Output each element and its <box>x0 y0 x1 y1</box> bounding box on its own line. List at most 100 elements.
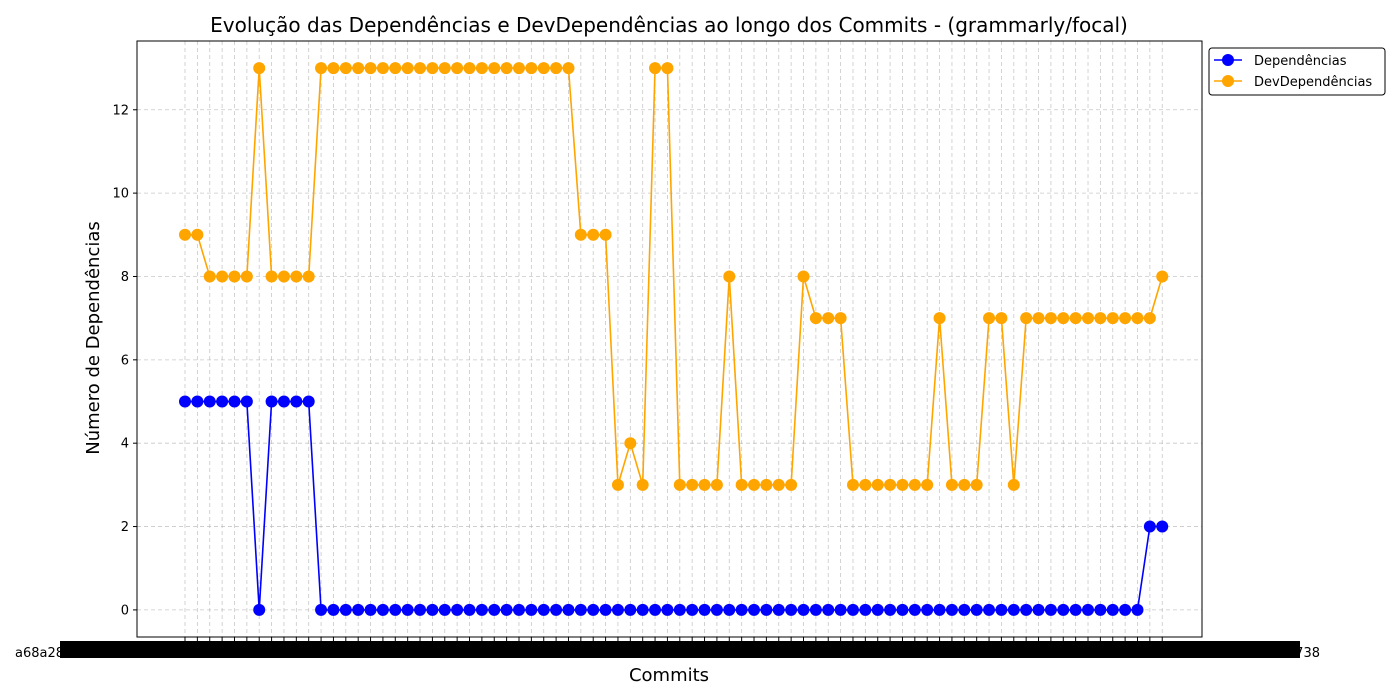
data-point <box>661 62 674 75</box>
data-point <box>945 603 958 616</box>
y-tick-label: 2 <box>121 520 129 535</box>
data-point <box>908 603 921 616</box>
data-point <box>277 270 290 283</box>
data-point <box>562 62 575 75</box>
data-point <box>698 478 711 491</box>
y-tick-label: 0 <box>121 603 129 618</box>
data-point <box>760 603 773 616</box>
data-point <box>735 603 748 616</box>
legend-label-devdependencias: DevDependências <box>1254 75 1372 90</box>
data-point <box>537 603 550 616</box>
data-point <box>908 478 921 491</box>
legend-box <box>1208 47 1386 96</box>
grid-lines <box>137 41 1202 637</box>
y-tick-label: 12 <box>112 103 129 118</box>
data-point <box>710 478 723 491</box>
data-point <box>228 395 241 408</box>
data-point <box>253 603 266 616</box>
data-point <box>698 603 711 616</box>
data-point <box>376 62 389 75</box>
data-point <box>1131 312 1144 325</box>
data-point <box>253 62 266 75</box>
data-point <box>871 603 884 616</box>
data-point <box>611 478 624 491</box>
data-point <box>636 478 649 491</box>
data-point <box>772 603 785 616</box>
data-point <box>525 603 538 616</box>
data-point <box>871 478 884 491</box>
data-point <box>1119 312 1132 325</box>
data-point <box>488 603 501 616</box>
data-point <box>451 603 464 616</box>
data-point <box>599 228 612 241</box>
data-point <box>327 62 340 75</box>
data-point <box>649 603 662 616</box>
data-point <box>748 478 761 491</box>
plot-frame <box>136 40 1203 638</box>
data-point <box>339 603 352 616</box>
legend-label-dependencias: Dependências <box>1254 54 1347 69</box>
data-point <box>970 478 983 491</box>
data-point <box>1020 603 1033 616</box>
y-axis-label: Número de Dependências <box>83 221 104 455</box>
data-point <box>339 62 352 75</box>
data-point <box>958 478 971 491</box>
data-point <box>1069 312 1082 325</box>
data-point <box>1156 520 1169 533</box>
data-point <box>525 62 538 75</box>
data-point <box>735 478 748 491</box>
data-point <box>797 270 810 283</box>
chart-title: Evolução das Dependências e DevDependênc… <box>210 13 1128 37</box>
data-point <box>537 62 550 75</box>
data-point <box>673 478 686 491</box>
data-point <box>933 603 946 616</box>
y-tick-label: 10 <box>112 187 129 202</box>
data-point <box>1020 312 1033 325</box>
data-point <box>426 62 439 75</box>
data-point <box>315 603 328 616</box>
data-point <box>772 478 785 491</box>
data-point <box>1057 312 1070 325</box>
data-point <box>191 228 204 241</box>
data-point <box>364 62 377 75</box>
data-point <box>191 395 204 408</box>
data-point <box>933 312 946 325</box>
data-point <box>896 603 909 616</box>
data-point <box>216 395 229 408</box>
data-point <box>1007 478 1020 491</box>
data-point <box>574 603 587 616</box>
data-point <box>884 478 897 491</box>
data-point <box>290 395 303 408</box>
data-point <box>1106 603 1119 616</box>
data-point <box>1082 603 1095 616</box>
data-point <box>376 603 389 616</box>
data-point <box>562 603 575 616</box>
x-tick-label-last: d5cb6c2738 <box>1240 646 1320 661</box>
data-point <box>760 478 773 491</box>
data-point <box>475 62 488 75</box>
legend-marker-devdependencias <box>1222 75 1234 87</box>
data-point <box>488 62 501 75</box>
series-devdependencias <box>179 62 1169 491</box>
data-point <box>277 395 290 408</box>
data-point <box>426 603 439 616</box>
data-point <box>1057 603 1070 616</box>
data-point <box>661 603 674 616</box>
data-point <box>859 603 872 616</box>
y-tick-label: 6 <box>121 353 129 368</box>
y-tick-label: 4 <box>121 437 129 452</box>
data-point <box>1044 603 1057 616</box>
data-point <box>1044 312 1057 325</box>
data-point <box>686 478 699 491</box>
data-point <box>710 603 723 616</box>
data-point <box>846 478 859 491</box>
data-point <box>846 603 859 616</box>
x-axis-label: Commits <box>629 665 709 686</box>
data-point <box>302 270 315 283</box>
data-point <box>463 603 476 616</box>
series-layer <box>179 62 1169 616</box>
data-point <box>649 62 662 75</box>
data-point <box>822 603 835 616</box>
x-tick-label-band <box>60 641 1300 658</box>
